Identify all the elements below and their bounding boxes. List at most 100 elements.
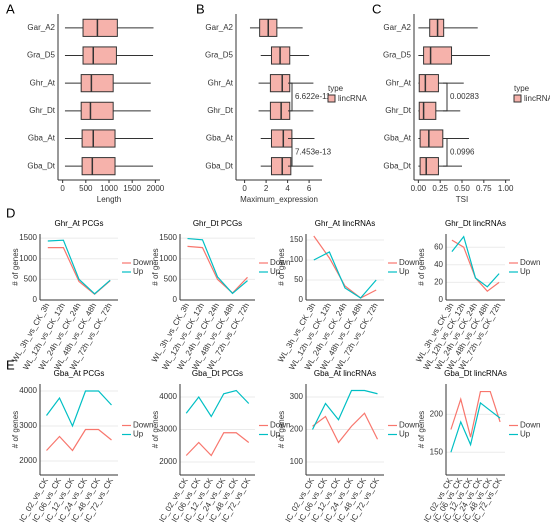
x-tick-label: 1000 bbox=[100, 184, 118, 193]
y-tick-label: 2000 bbox=[159, 457, 177, 466]
box bbox=[418, 101, 437, 120]
legend-label: lincRNA bbox=[524, 94, 550, 103]
x-tick-label: 2 bbox=[264, 184, 269, 193]
legend-key bbox=[327, 94, 336, 103]
x-tick-label: 500 bbox=[79, 184, 93, 193]
category-label: Ghr_At bbox=[30, 78, 56, 87]
series-line bbox=[311, 389, 378, 430]
box bbox=[418, 74, 439, 93]
y-tick-label: 0 bbox=[439, 295, 444, 304]
y-tick-label: 1500 bbox=[159, 233, 177, 242]
annotation: 7.453e-13 bbox=[295, 147, 332, 156]
y-tick-label: 4000 bbox=[159, 392, 177, 401]
box bbox=[80, 74, 114, 93]
box bbox=[269, 101, 291, 120]
legend-label: Up bbox=[270, 430, 281, 439]
legend-label: Up bbox=[520, 267, 531, 276]
legend-label: Up bbox=[270, 267, 281, 276]
chart-title: Ghr_At lincRNAs bbox=[315, 219, 375, 228]
panel-label: B bbox=[196, 1, 205, 16]
legend-title: type bbox=[514, 84, 530, 93]
legend-key bbox=[513, 94, 522, 103]
y-tick-label: 500 bbox=[164, 274, 178, 283]
box bbox=[82, 18, 118, 37]
y-axis-label: # of genes bbox=[417, 411, 426, 448]
annotation: 0.00283 bbox=[450, 92, 479, 101]
y-tick-label: 1500 bbox=[19, 233, 37, 242]
panel-label: C bbox=[372, 1, 381, 16]
box bbox=[82, 46, 117, 65]
bracket bbox=[288, 82, 293, 112]
series-line bbox=[46, 428, 112, 452]
category-label: Ghr_Dt bbox=[385, 106, 412, 115]
y-axis-label: # of genes bbox=[277, 248, 286, 285]
series-line bbox=[450, 401, 501, 453]
box bbox=[419, 129, 444, 148]
bracket bbox=[443, 82, 448, 112]
legend-label: Down bbox=[133, 258, 153, 267]
box bbox=[81, 129, 116, 148]
series-line bbox=[451, 239, 500, 293]
category-label: Gba_Dt bbox=[383, 161, 411, 170]
panel-label: D bbox=[6, 205, 15, 220]
y-tick-label: 2000 bbox=[19, 456, 37, 465]
category-label: Gba_At bbox=[384, 134, 412, 143]
y-tick-label: 20 bbox=[434, 278, 443, 287]
y-tick-label: 60 bbox=[434, 242, 443, 251]
box bbox=[269, 74, 291, 93]
y-tick-label: 3000 bbox=[19, 421, 37, 430]
series-line bbox=[450, 390, 501, 438]
y-tick-label: 150 bbox=[430, 447, 444, 456]
legend-label: Down bbox=[270, 421, 290, 430]
y-tick-label: 200 bbox=[290, 425, 304, 434]
box bbox=[423, 46, 453, 65]
category-label: Ghr_At bbox=[386, 78, 412, 87]
y-tick-label: 300 bbox=[290, 392, 304, 401]
legend-label: Up bbox=[399, 430, 410, 439]
box bbox=[419, 157, 439, 176]
y-tick-label: 0 bbox=[173, 295, 178, 304]
x-tick-label: 6 bbox=[307, 184, 312, 193]
box bbox=[270, 157, 292, 176]
legend-label: Down bbox=[399, 258, 419, 267]
chart-title: Ghr_At PCGs bbox=[55, 219, 104, 228]
chart-title: Gba_Dt lincRNAs bbox=[444, 369, 507, 378]
x-tick-label: 0.00 bbox=[411, 184, 427, 193]
y-axis-label: # of genes bbox=[277, 411, 286, 448]
y-axis-label: # of genes bbox=[11, 411, 20, 448]
series-line bbox=[47, 247, 111, 296]
box bbox=[81, 157, 116, 176]
series-line bbox=[47, 239, 111, 295]
chart-title: Ghr_Dt PCGs bbox=[193, 219, 242, 228]
y-tick-label: 100 bbox=[290, 457, 304, 466]
x-axis-label: Maximum_expression bbox=[240, 195, 318, 204]
bracket bbox=[288, 138, 293, 167]
legend-label: Up bbox=[520, 430, 531, 439]
category-label: Gra_D5 bbox=[27, 51, 56, 60]
series-line bbox=[185, 389, 250, 418]
legend-label: Down bbox=[399, 421, 419, 430]
series-line bbox=[313, 251, 377, 299]
series-line bbox=[313, 235, 377, 299]
category-label: Ghr_At bbox=[208, 78, 234, 87]
y-tick-label: 500 bbox=[24, 274, 38, 283]
series-line bbox=[185, 432, 250, 457]
chart-title: Gba_At PCGs bbox=[54, 369, 105, 378]
y-tick-label: 3000 bbox=[159, 425, 177, 434]
panel-label: A bbox=[6, 1, 15, 16]
category-label: Gra_D5 bbox=[383, 51, 412, 60]
category-label: Gar_A2 bbox=[205, 23, 233, 32]
y-tick-label: 4000 bbox=[19, 386, 37, 395]
y-axis-label: # of genes bbox=[151, 411, 160, 448]
x-tick-label: 0.25 bbox=[432, 184, 448, 193]
chart-title: Gba_Dt PCGs bbox=[192, 369, 243, 378]
chart-title: Gba_At lincRNAs bbox=[314, 369, 376, 378]
legend-label: Down bbox=[270, 258, 290, 267]
annotation: 0.0996 bbox=[450, 147, 475, 156]
series-line bbox=[187, 237, 248, 295]
x-tick-label: 1500 bbox=[123, 184, 141, 193]
category-label: Gra_D5 bbox=[205, 51, 234, 60]
annotation: 6.622e-11 bbox=[295, 92, 331, 101]
legend-label: lincRNA bbox=[338, 94, 368, 103]
y-tick-label: 150 bbox=[290, 235, 304, 244]
